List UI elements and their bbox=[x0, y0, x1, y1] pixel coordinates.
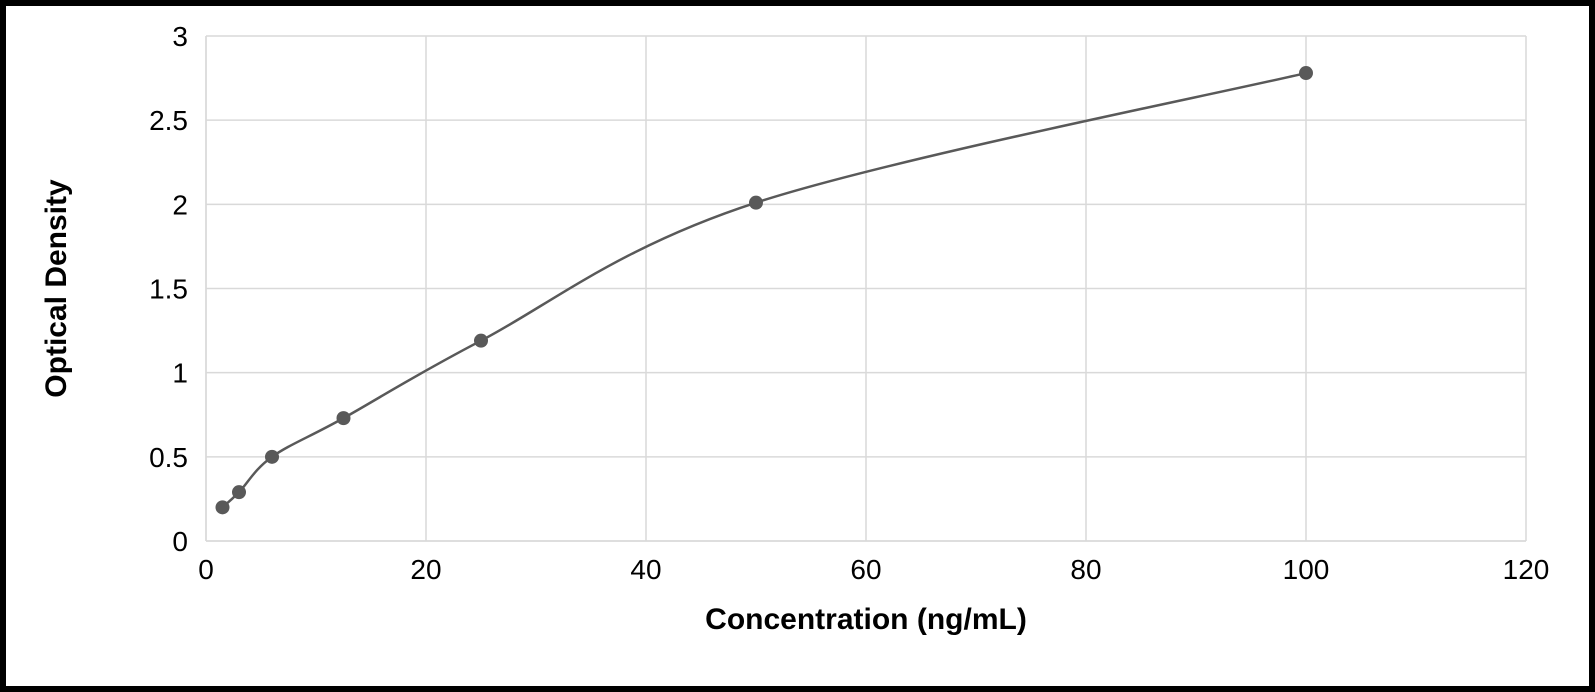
y-tick-label: 0 bbox=[172, 526, 188, 557]
y-tick-label: 1 bbox=[172, 358, 188, 389]
x-tick-label: 40 bbox=[630, 554, 661, 585]
data-point bbox=[265, 450, 279, 464]
x-tick-label: 0 bbox=[198, 554, 214, 585]
data-point bbox=[232, 485, 246, 499]
y-tick-label: 0.5 bbox=[149, 442, 188, 473]
chart-frame: 0 20 40 60 80 100 120 0 0.5 1 1.5 2 2.5 3 Concentratio… bbox=[0, 0, 1595, 692]
x-tick-label: 80 bbox=[1070, 554, 1101, 585]
data-point bbox=[749, 196, 763, 210]
y-axis-label: Optical Density bbox=[40, 179, 73, 398]
y-tick-label: 1.5 bbox=[149, 274, 188, 305]
data-point bbox=[474, 334, 488, 348]
x-tick-label: 100 bbox=[1283, 554, 1330, 585]
x-tick-label: 60 bbox=[850, 554, 881, 585]
chart-plot: 0 20 40 60 80 100 120 0 0.5 1 1.5 2 2.5 3 Concentratio… bbox=[6, 6, 1589, 686]
data-point bbox=[1299, 66, 1313, 80]
x-tick-label: 20 bbox=[410, 554, 441, 585]
x-tick-label: 120 bbox=[1503, 554, 1550, 585]
x-axis-label: Concentration (ng/mL) bbox=[705, 603, 1027, 636]
data-point bbox=[216, 500, 230, 514]
data-point bbox=[337, 411, 351, 425]
y-tick-label: 2 bbox=[172, 189, 188, 220]
y-tick-label: 2.5 bbox=[149, 105, 188, 136]
y-tick-label: 3 bbox=[172, 21, 188, 52]
